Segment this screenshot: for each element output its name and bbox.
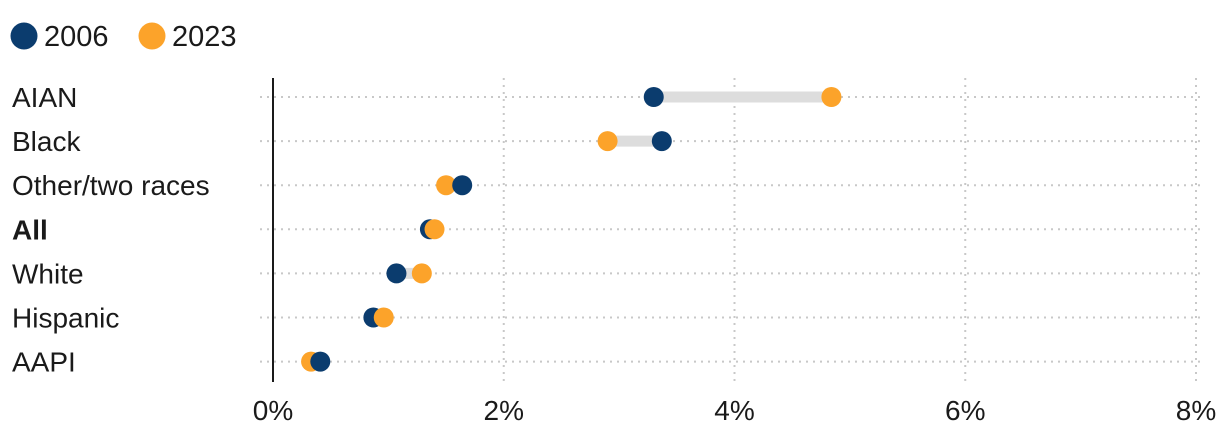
category-labels: AIAN Black Other/two races All White Hispanic… xyxy=(12,82,210,378)
point-2023-other-two-races xyxy=(436,175,457,196)
point-2023-hispanic xyxy=(373,307,394,328)
category-label: AAPI xyxy=(12,347,76,378)
legend: 2006 2023 xyxy=(10,21,237,53)
x-tick-label: 0% xyxy=(253,395,293,426)
x-tick-label: 4% xyxy=(714,395,754,426)
category-label: AIAN xyxy=(12,82,77,113)
legend-swatch-2006 xyxy=(10,22,38,50)
point-2006-white xyxy=(386,263,407,284)
category-label: Hispanic xyxy=(12,303,119,334)
x-tick-labels: 0% 2% 4% 6% 8% xyxy=(253,395,1216,426)
point-2006-black xyxy=(651,131,672,152)
legend-label-2006: 2006 xyxy=(44,21,109,53)
point-2006-aian xyxy=(643,87,664,107)
point-2006-other-two-races xyxy=(452,175,473,196)
point-2023-all xyxy=(424,219,445,240)
legend-label-2023: 2023 xyxy=(172,21,237,53)
gridlines xyxy=(260,78,1200,382)
point-2023-aian xyxy=(821,87,842,107)
category-label: Black xyxy=(12,126,81,157)
x-tick-label: 6% xyxy=(945,395,985,426)
data-points xyxy=(301,87,842,372)
category-label: All xyxy=(12,214,48,245)
x-tick-label: 8% xyxy=(1176,395,1216,426)
category-label: White xyxy=(12,258,84,289)
point-2006-aapi xyxy=(310,351,331,372)
point-2023-black xyxy=(597,131,618,152)
legend-swatch-2023 xyxy=(138,22,166,50)
point-2023-white xyxy=(411,263,432,284)
x-tick-label: 2% xyxy=(484,395,524,426)
category-label: Other/two races xyxy=(12,170,210,201)
